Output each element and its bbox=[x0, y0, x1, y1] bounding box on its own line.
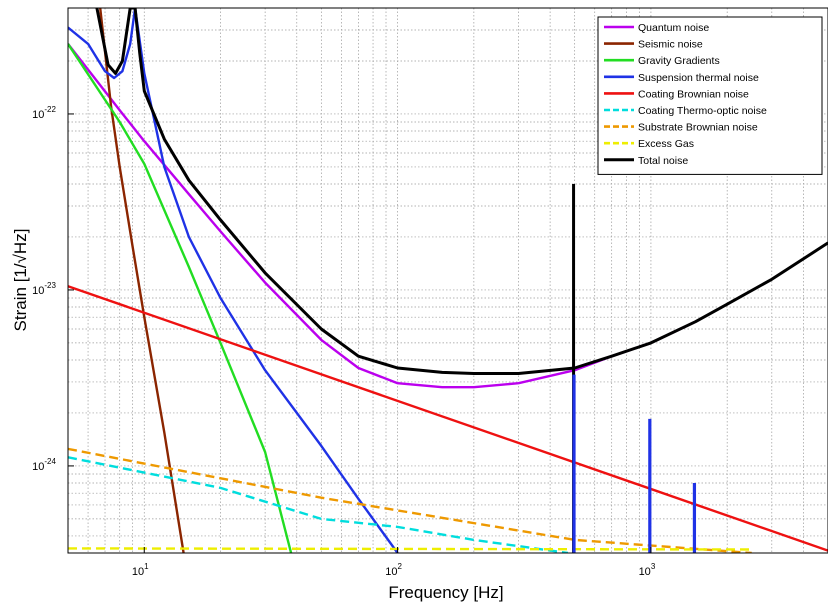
axis-ticks: 101 102 103 10-24 10-23 10-22 bbox=[32, 105, 656, 578]
legend-label: Seismic noise bbox=[638, 39, 703, 51]
series-line-suspension-thermal-noise bbox=[68, 8, 398, 553]
legend-label: Coating Brownian noise bbox=[638, 88, 749, 100]
y-axis-label: Strain [1/√Hz] bbox=[11, 229, 30, 332]
legend-label: Gravity Gradients bbox=[638, 55, 720, 67]
legend-label: Coating Thermo-optic noise bbox=[638, 105, 767, 117]
x-tick-label: 103 bbox=[639, 562, 656, 578]
legend-label: Suspension thermal noise bbox=[638, 72, 759, 84]
legend-label: Substrate Brownian noise bbox=[638, 122, 758, 134]
legend-label: Excess Gas bbox=[638, 138, 694, 150]
x-tick-label: 101 bbox=[132, 562, 149, 578]
series-line-coating-brownian-noise bbox=[68, 286, 828, 550]
y-tick-label: 10-22 bbox=[32, 105, 56, 121]
legend-label: Total noise bbox=[638, 155, 688, 167]
x-tick-label: 102 bbox=[385, 562, 402, 578]
y-tick-label: 10-24 bbox=[32, 457, 56, 473]
legend-label: Quantum noise bbox=[638, 22, 709, 34]
y-tick-label: 10-23 bbox=[32, 281, 56, 297]
x-axis-label: Frequency [Hz] bbox=[388, 583, 503, 602]
legend: Quantum noise Seismic noise Gravity Gradie… bbox=[598, 17, 822, 174]
